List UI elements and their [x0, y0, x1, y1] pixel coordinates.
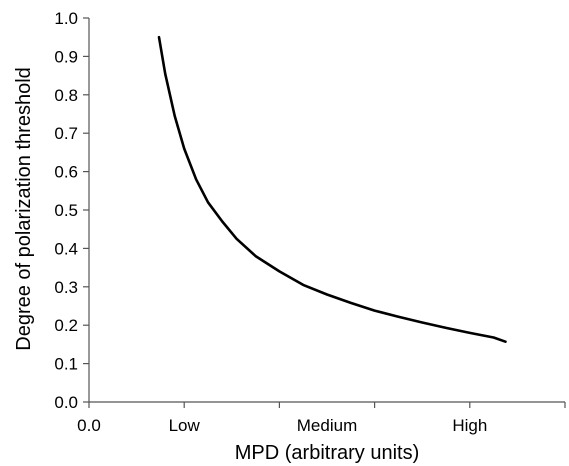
y-tick-label: 0.3 — [54, 278, 78, 297]
y-tick-label: 1.0 — [54, 9, 78, 28]
y-tick-label: 0.8 — [54, 86, 78, 105]
y-axis-title: Degree of polarization threshold — [13, 67, 35, 351]
y-tick-label: 0.6 — [54, 163, 78, 182]
series-line — [157, 35, 507, 343]
x-axis-title: MPD (arbitrary units) — [235, 442, 419, 464]
y-tick-label: 0.7 — [54, 124, 78, 143]
y-tick-label: 0.1 — [54, 355, 78, 374]
y-tick-label: 0.9 — [54, 47, 78, 66]
x-tick-label: Low — [169, 416, 201, 435]
y-tick-label: 0.5 — [54, 201, 78, 220]
plot-area: 0.0 0.1 0.2 0.3 0.4 0.5 0.6 0.7 0.8 0.9 1.0 0.0 Low M… — [54, 9, 566, 435]
y-tick-label: 0.4 — [54, 239, 78, 258]
y-tick-label: 0.2 — [54, 316, 78, 335]
x-tick-label: High — [452, 416, 487, 435]
x-tick-label: 0.0 — [77, 416, 101, 435]
x-tick-label: Medium — [297, 416, 357, 435]
y-tick-label: 0.0 — [54, 393, 78, 412]
